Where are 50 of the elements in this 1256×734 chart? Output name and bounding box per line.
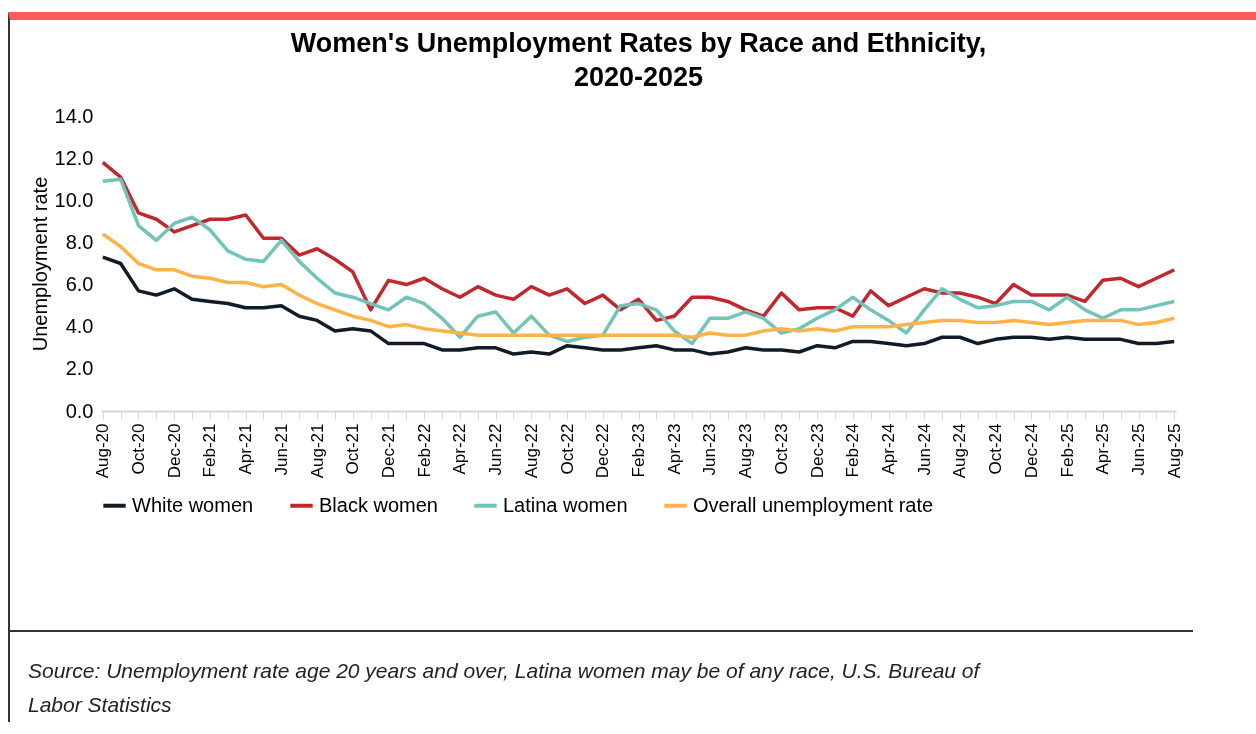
legend-label: Black women	[319, 493, 438, 516]
x-tick-label: Oct-20	[129, 423, 148, 475]
x-tick-label: Apr-24	[879, 423, 898, 475]
x-tick-label: Feb-22	[414, 423, 434, 478]
y-tick-label: 4.0	[65, 315, 94, 338]
x-tick-label: Apr-21	[236, 423, 256, 475]
legend-label: Overall unemployment rate	[693, 493, 934, 516]
x-tick-label: Aug-23	[736, 423, 756, 479]
x-tick-label: Aug-25	[1164, 423, 1184, 479]
x-tick-label: Oct-21	[343, 423, 363, 475]
chart-title: Women's Unemployment Rates by Race and Ethnicity, 2020-2025	[290, 28, 987, 92]
x-tick-label: Jun-22	[486, 423, 506, 476]
x-tick-label: Aug-20	[93, 423, 113, 479]
line-series	[101, 177, 1176, 346]
x-tick-label: Apr-22	[450, 423, 470, 475]
x-tick-label: Dec-22	[593, 423, 613, 479]
line-series	[101, 160, 1176, 323]
x-tick-label: Dec-24	[1021, 423, 1041, 479]
x-tick-label: Dec-23	[807, 423, 827, 479]
legend-label: White women	[132, 493, 254, 516]
x-tick-label: Jun-23	[700, 423, 720, 476]
x-tick-label: Oct-22	[557, 423, 577, 475]
y-axis-title: Unemployment rate	[28, 176, 51, 352]
x-tick-label: Jun-24	[914, 423, 934, 476]
x-tick-label: Apr-23	[664, 423, 684, 475]
x-tick-label: Feb-24	[843, 423, 863, 478]
x-tick-label: Aug-24	[950, 423, 970, 479]
x-tick-label: Apr-25	[1093, 423, 1113, 475]
x-tick-label: Oct-24	[986, 423, 1006, 475]
y-tick-label: 12.0	[54, 146, 94, 169]
y-tick-label: 14.0	[54, 104, 94, 127]
y-tick-label: 2.0	[65, 357, 94, 380]
line-series	[101, 232, 1176, 339]
x-tick-label: Dec-21	[379, 423, 398, 479]
x-tick-label: Feb-21	[200, 423, 220, 478]
y-tick-label: 0.0	[65, 399, 94, 422]
x-tick-label: Feb-25	[1057, 423, 1077, 478]
source-note: Source: Unemployment rate age 20 years and over, Latina women may be of any race, U.S. Bureau of Labor Statistics	[28, 658, 982, 718]
x-tick-label: Feb-23	[629, 423, 648, 478]
y-tick-label: 10.0	[54, 188, 94, 211]
line-series	[101, 255, 1176, 356]
x-tick-label: Dec-20	[164, 423, 184, 479]
y-tick-label: 6.0	[65, 273, 94, 296]
x-tick-label: Jun-21	[271, 423, 291, 476]
legend-label: Latina women	[503, 493, 628, 516]
x-tick-label: Aug-22	[521, 423, 541, 479]
x-tick-label: Jun-25	[1129, 423, 1148, 476]
x-tick-label: Oct-23	[771, 423, 791, 475]
x-tick-label: Aug-21	[307, 423, 327, 479]
y-tick-label: 8.0	[65, 230, 94, 253]
